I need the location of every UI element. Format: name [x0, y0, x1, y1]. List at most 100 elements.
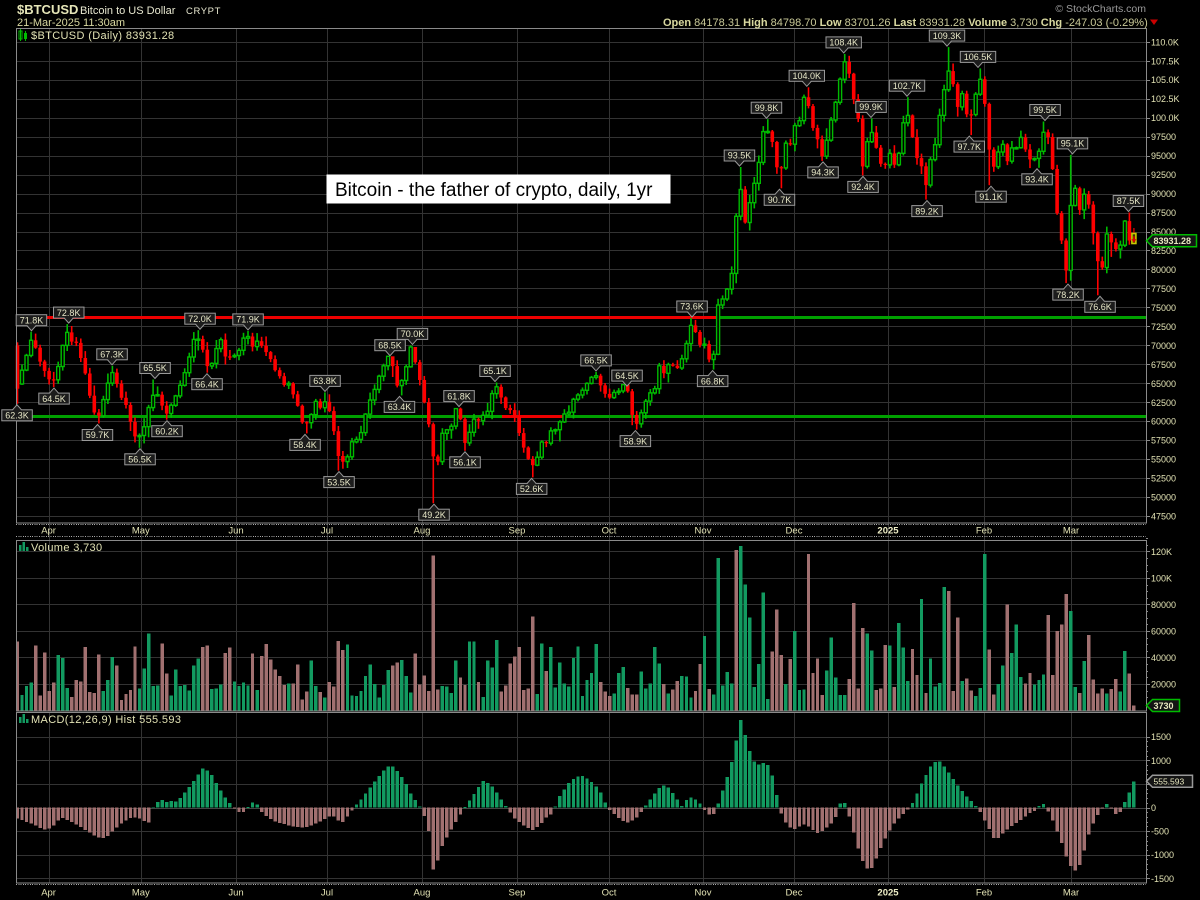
- svg-text:58.4K: 58.4K: [293, 440, 317, 450]
- svg-text:Feb: Feb: [976, 526, 992, 537]
- svg-text:Nov: Nov: [695, 526, 712, 537]
- svg-text:Oct: Oct: [602, 888, 617, 899]
- svg-text:93.5K: 93.5K: [728, 151, 752, 161]
- svg-text:Sep: Sep: [509, 526, 526, 537]
- svg-text:64.5K: 64.5K: [42, 394, 66, 404]
- svg-text:92500: 92500: [1151, 170, 1176, 180]
- svg-text:93.4K: 93.4K: [1025, 175, 1049, 185]
- svg-text:555.593: 555.593: [1154, 777, 1185, 787]
- svg-text:1500: 1500: [1151, 732, 1171, 742]
- svg-text:60.2K: 60.2K: [155, 426, 179, 436]
- svg-text:Jun: Jun: [228, 526, 243, 537]
- svg-text:64.5K: 64.5K: [615, 371, 639, 381]
- svg-text:2025: 2025: [877, 888, 899, 899]
- svg-text:Open 84178.31 High 84798.70: Open 84178.31 High 84798.70 Low 83701.26…: [663, 17, 1148, 29]
- svg-text:Mar: Mar: [1063, 526, 1079, 537]
- svg-text:71.9K: 71.9K: [236, 315, 260, 325]
- svg-text:53.5K: 53.5K: [327, 477, 351, 487]
- svg-text:71.8K: 71.8K: [20, 315, 44, 325]
- svg-text:120K: 120K: [1151, 547, 1172, 557]
- svg-text:97.7K: 97.7K: [958, 142, 982, 152]
- svg-text:108.4K: 108.4K: [829, 38, 858, 48]
- svg-text:Jul: Jul: [321, 888, 333, 899]
- svg-text:55000: 55000: [1151, 455, 1176, 465]
- svg-text:$BTCUSD: $BTCUSD: [17, 2, 78, 17]
- svg-text:Nov: Nov: [695, 888, 712, 899]
- svg-text:102.5K: 102.5K: [1151, 94, 1180, 104]
- svg-text:99.9K: 99.9K: [859, 102, 883, 112]
- svg-text:107.5K: 107.5K: [1151, 56, 1180, 66]
- svg-text:94.3K: 94.3K: [811, 168, 835, 178]
- svg-text:1000: 1000: [1151, 756, 1171, 766]
- svg-text:75000: 75000: [1151, 303, 1176, 313]
- svg-text:78.2K: 78.2K: [1056, 290, 1080, 300]
- svg-text:MACD(12,26,9) Hist 555.593: MACD(12,26,9) Hist 555.593: [31, 714, 181, 726]
- svg-text:70000: 70000: [1151, 341, 1176, 351]
- svg-text:106.5K: 106.5K: [964, 52, 993, 62]
- svg-text:72.8K: 72.8K: [57, 308, 81, 318]
- svg-text:72.0K: 72.0K: [188, 314, 212, 324]
- svg-text:Oct: Oct: [602, 526, 617, 537]
- svg-text:99.8K: 99.8K: [755, 103, 779, 113]
- svg-text:100.0K: 100.0K: [1151, 113, 1180, 123]
- svg-text:110.0K: 110.0K: [1151, 37, 1179, 47]
- svg-text:52500: 52500: [1151, 474, 1176, 484]
- svg-text:57500: 57500: [1151, 436, 1176, 446]
- svg-text:20000: 20000: [1151, 679, 1176, 689]
- svg-text:56.1K: 56.1K: [453, 458, 477, 468]
- svg-text:56.5K: 56.5K: [128, 455, 152, 465]
- svg-text:66.5K: 66.5K: [584, 356, 608, 366]
- svg-text:95000: 95000: [1151, 151, 1176, 161]
- svg-text:90000: 90000: [1151, 189, 1176, 199]
- svg-text:100K: 100K: [1151, 573, 1172, 583]
- svg-text:83931.28: 83931.28: [1154, 236, 1192, 246]
- svg-text:Jun: Jun: [228, 888, 243, 899]
- svg-text:Bitcoin to US Dollar: Bitcoin to US Dollar: [80, 5, 176, 17]
- svg-text:Sep: Sep: [509, 888, 526, 899]
- svg-text:61.8K: 61.8K: [447, 391, 471, 401]
- svg-text:67500: 67500: [1151, 360, 1176, 370]
- svg-text:© StockCharts.com: © StockCharts.com: [1055, 3, 1146, 15]
- svg-text:70.0K: 70.0K: [401, 329, 425, 339]
- svg-text:87.5K: 87.5K: [1117, 196, 1141, 206]
- svg-text:CRYPT: CRYPT: [186, 6, 221, 17]
- svg-text:62.3K: 62.3K: [5, 411, 29, 421]
- svg-text:77500: 77500: [1151, 284, 1176, 294]
- svg-text:91.1K: 91.1K: [979, 192, 1003, 202]
- svg-text:65.1K: 65.1K: [483, 366, 507, 376]
- svg-text:40000: 40000: [1151, 653, 1176, 663]
- svg-text:2025: 2025: [877, 526, 899, 537]
- svg-text:89.2K: 89.2K: [915, 206, 939, 216]
- svg-text:-500: -500: [1151, 827, 1169, 837]
- svg-text:49.2K: 49.2K: [422, 510, 446, 520]
- svg-text:47500: 47500: [1151, 512, 1176, 522]
- svg-text:May: May: [132, 526, 150, 537]
- svg-text:109.3K: 109.3K: [933, 31, 962, 41]
- svg-text:$BTCUSD (Daily) 83931.28: $BTCUSD (Daily) 83931.28: [31, 30, 175, 42]
- svg-text:Bitcoin - the father of crypto: Bitcoin - the father of crypto, daily, 1…: [335, 180, 653, 201]
- svg-text:90.7K: 90.7K: [768, 195, 792, 205]
- svg-text:82500: 82500: [1151, 246, 1176, 256]
- svg-text:80000: 80000: [1151, 265, 1176, 275]
- svg-text:76.6K: 76.6K: [1088, 302, 1112, 312]
- svg-text:73.6K: 73.6K: [680, 302, 704, 312]
- svg-text:Apr: Apr: [41, 526, 56, 537]
- svg-text:65.5K: 65.5K: [143, 363, 167, 373]
- svg-text:62500: 62500: [1151, 398, 1176, 408]
- svg-text:50000: 50000: [1151, 493, 1176, 503]
- svg-text:59.7K: 59.7K: [86, 430, 110, 440]
- svg-text:102.7K: 102.7K: [893, 81, 922, 91]
- svg-text:60000: 60000: [1151, 417, 1176, 427]
- svg-text:63.8K: 63.8K: [313, 376, 337, 386]
- svg-text:52.6K: 52.6K: [520, 484, 544, 494]
- svg-text:80000: 80000: [1151, 600, 1176, 610]
- svg-text:Aug: Aug: [414, 888, 431, 899]
- svg-text:3730: 3730: [1154, 701, 1174, 711]
- svg-text:60000: 60000: [1151, 626, 1176, 636]
- svg-text:66.4K: 66.4K: [195, 379, 219, 389]
- svg-text:72500: 72500: [1151, 322, 1176, 332]
- svg-text:Dec: Dec: [786, 888, 803, 899]
- svg-text:63.4K: 63.4K: [388, 402, 412, 412]
- svg-text:Aug: Aug: [414, 526, 431, 537]
- svg-text:21-Mar-2025 11:30am: 21-Mar-2025 11:30am: [17, 17, 125, 29]
